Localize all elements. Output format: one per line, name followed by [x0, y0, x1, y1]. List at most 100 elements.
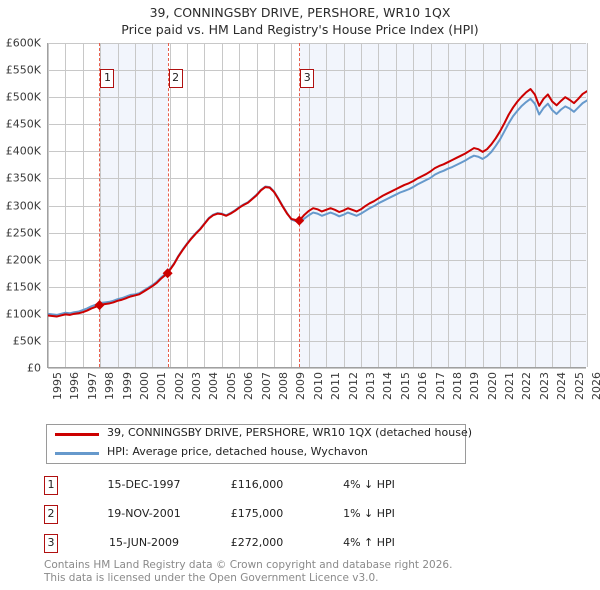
x-axis-tick-label: 2010: [311, 372, 325, 400]
gridline-vertical: [291, 43, 292, 367]
row-marker-1: 1: [44, 476, 58, 495]
gridline-horizontal: [48, 178, 586, 179]
gridline-vertical: [517, 43, 518, 367]
gridline-vertical: [274, 43, 275, 367]
table-row[interactable]: 3 15-JUN-2009 £272,000 4% ↑ HPI: [44, 532, 474, 561]
x-axis-tick-label: 1997: [85, 372, 99, 400]
gridline-vertical: [448, 43, 449, 367]
x-axis-tick-label: 2013: [363, 372, 377, 400]
x-axis-tick-label: 1996: [68, 372, 82, 400]
gridline-vertical: [135, 43, 136, 367]
event-line-2: [167, 43, 169, 367]
x-axis-tick-label: 2007: [259, 372, 273, 400]
x-axis-tick-label: 2011: [329, 372, 343, 400]
y-axis-tick-label: £150K: [5, 280, 41, 294]
title-line-1: 39, CONNINGSBY DRIVE, PERSHORE, WR10 1QX: [149, 5, 451, 20]
x-axis-tick-label: 2008: [277, 372, 291, 400]
row-date-2: 19-NOV-2001: [107, 507, 181, 520]
gridline-vertical: [535, 43, 536, 367]
x-axis-tick-label: 2006: [242, 372, 256, 400]
line-hpi: [48, 97, 587, 316]
price-point-marker-1[interactable]: [94, 300, 105, 311]
gridline-vertical: [361, 43, 362, 367]
event-marker-box-1[interactable]: 1: [100, 69, 115, 88]
row-date-1: 15-DEC-1997: [107, 478, 181, 491]
row-price-1: £116,000: [230, 478, 284, 491]
x-axis-tick-label: 2025: [572, 372, 586, 400]
legend-label-price-paid: 39, CONNINGSBY DRIVE, PERSHORE, WR10 1QX…: [107, 426, 473, 439]
gridline-horizontal: [48, 314, 586, 315]
gridline-vertical: [483, 43, 484, 367]
gridline-vertical: [222, 43, 223, 367]
x-axis-tick-label: 2015: [398, 372, 412, 400]
row-hpi-delta-1: 4% ↓ HPI: [343, 478, 395, 491]
x-axis-tick-label: 2003: [190, 372, 204, 400]
y-axis-tick-label: £200K: [5, 253, 41, 267]
x-axis-tick-label: 2019: [468, 372, 482, 400]
price-point-marker-2[interactable]: [162, 268, 173, 279]
row-date-3: 15-JUN-2009: [108, 536, 180, 549]
gridline-vertical: [170, 43, 171, 367]
gridline-horizontal: [48, 206, 586, 207]
row-hpi-delta-2: 1% ↓ HPI: [343, 507, 395, 520]
footer-line-2: This data is licensed under the Open Gov…: [44, 571, 379, 584]
y-axis-tick-label: £600K: [5, 36, 41, 50]
x-axis-tick-label: 2024: [555, 372, 569, 400]
gridline-vertical: [326, 43, 327, 367]
table-row[interactable]: 1 15-DEC-1997 £116,000 4% ↓ HPI: [44, 474, 474, 503]
gridline-vertical: [239, 43, 240, 367]
x-axis-tick-label: 2020: [485, 372, 499, 400]
chart-plot-area[interactable]: 1 2 3: [47, 43, 588, 369]
series-lines: [48, 88, 587, 318]
gridline-vertical: [204, 43, 205, 367]
gridline-vertical: [413, 43, 414, 367]
event-line-3: [299, 43, 301, 367]
event-line-1: [99, 43, 101, 367]
gridline-vertical: [152, 43, 153, 367]
x-axis-tick-label: 2023: [537, 372, 551, 400]
x-axis-tick-label: 2022: [520, 372, 534, 400]
x-axis-tick-label: 1999: [120, 372, 134, 400]
gridline-vertical: [48, 43, 49, 367]
y-axis-tick-label: £550K: [5, 63, 41, 77]
x-axis-tick-label: 2001: [155, 372, 169, 400]
x-axis-tick-label: 2018: [450, 372, 464, 400]
event-marker-box-3[interactable]: 3: [300, 69, 315, 88]
gridline-vertical: [500, 43, 501, 367]
gridline-horizontal: [48, 97, 586, 98]
gridline-vertical: [309, 43, 310, 367]
legend-label-hpi: HPI: Average price, detached house, Wych…: [107, 445, 368, 458]
gridline-horizontal: [48, 70, 586, 71]
table-row[interactable]: 2 19-NOV-2001 £175,000 1% ↓ HPI: [44, 503, 474, 532]
y-axis-tick-label: £300K: [5, 199, 41, 212]
title-line-2: Price paid vs. HM Land Registry's House …: [121, 22, 479, 37]
gridline-vertical: [396, 43, 397, 367]
y-axis-tick-label: £500K: [5, 90, 41, 104]
x-axis-tick-label: 2021: [503, 372, 517, 400]
x-axis-tick-label: 2016: [416, 372, 430, 400]
event-marker-box-2[interactable]: 2: [168, 69, 183, 88]
row-price-3: £272,000: [230, 536, 284, 549]
x-axis-tick-label: 2017: [433, 372, 447, 400]
gridline-horizontal: [48, 368, 586, 369]
gridline-horizontal: [48, 233, 586, 234]
x-axis-tick-label: 1995: [51, 372, 64, 400]
price-point-marker-3[interactable]: [294, 215, 305, 226]
y-axis-labels: £0 £50K £100K £150K £200K £250K £300K £350K £400…: [0, 37, 44, 375]
page-title: 39, CONNINGSBY DRIVE, PERSHORE, WR10 1QX…: [0, 4, 600, 38]
gridline-vertical: [587, 43, 588, 367]
gridline-vertical: [118, 43, 119, 367]
x-axis-tick-label: 2026: [590, 372, 600, 400]
gridline-horizontal: [48, 124, 586, 125]
gridline-horizontal: [48, 341, 586, 342]
chart-legend: 39, CONNINGSBY DRIVE, PERSHORE, WR10 1QX…: [46, 424, 472, 464]
gridline-vertical: [570, 43, 571, 367]
x-axis-tick-label: 2002: [172, 372, 186, 400]
x-axis-tick-label: 2000: [137, 372, 151, 400]
x-axis-tick-label: 2012: [346, 372, 360, 400]
y-axis-tick-label: £400K: [5, 144, 41, 158]
row-hpi-delta-3: 4% ↑ HPI: [343, 536, 395, 549]
y-axis-tick-label: £100K: [5, 307, 41, 321]
x-axis-tick-label: 2009: [294, 372, 308, 400]
